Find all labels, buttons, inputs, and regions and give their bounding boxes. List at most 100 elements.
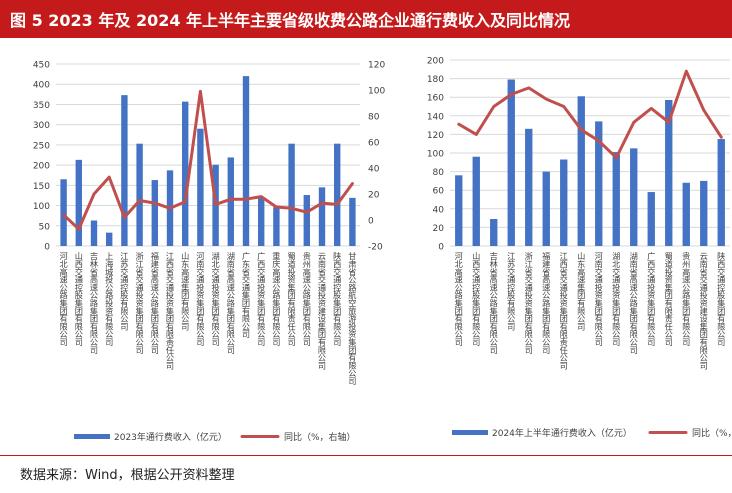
y2-tick-label: 60 [368,139,380,149]
x-category-label: 福建省高速公路集团有限公司 [541,252,551,354]
bar [560,159,568,246]
legend-swatch-bar [452,430,488,435]
y-tick-label: 160 [427,94,444,104]
x-category-label: 山东高速集团有限公司 [180,251,190,330]
y2-tick-label: 20 [368,191,380,201]
bar [682,182,690,246]
y2-tick-label: 0 [368,217,374,227]
y-tick-label: 20 [433,224,445,234]
x-category-label: 浙江省交通投资集团有限公司 [135,251,145,354]
data-source-note: 数据来源：Wind，根据公开资料整理 [20,468,235,483]
bar [630,148,638,246]
chart-2023-toll-revenue: 0 50 100 150 200 250 300 350 400 450 -20 0 20 40 60 80 1… [33,61,386,444]
yoy-line [62,89,354,231]
legend-label-bar: 2024年上半年通行费收入（亿元） [492,427,632,439]
y-tick-label: 150 [33,182,50,192]
y-tick-label: 60 [433,187,445,197]
y-tick-label: 400 [33,81,50,91]
figure-title: 图 5 2023 年及 2024 年上半年主要省级收费公路企业通行费收入及同比情… [10,11,571,30]
bar [106,232,113,246]
bar [60,179,67,246]
x-category-label: 广东省交通集团有限公司 [241,251,251,338]
bar [595,121,603,246]
x-category-label: 江苏交通控股有限公司 [119,252,129,330]
y-tick-label: 200 [33,162,50,172]
bar [665,99,673,246]
bar [490,219,498,246]
x-category-label: 河北高速公路集团有限公司 [59,251,69,346]
bar [136,143,143,246]
bar [318,187,326,246]
y-tick-label: 200 [427,57,444,67]
x-category-label: 广西交通投资集团有限公司 [646,251,656,346]
x-category-label: 江西省交通投资集团有限责任公司 [165,252,175,369]
bar [472,156,480,246]
x-category-label: 广西交通投资集团有限公司 [256,251,266,346]
x-category-label: 陕西交通控股集团有限公司 [332,251,342,346]
yoy-line [457,69,723,160]
bar [717,139,725,246]
y-tick-label: 80 [433,168,445,178]
x-category-label: 浙江省交通投资集团有限公司 [524,251,534,354]
bar [75,159,82,246]
bar [525,128,533,246]
bar [121,95,128,246]
x-category-label: 陕西交通控股集团有限公司 [716,251,726,346]
y-tick-label: 120 [427,131,444,141]
x-category-label: 山西交通控股集团有限公司 [74,251,84,346]
x-category-label: 湖南省高速公路集团有限公司 [226,252,236,354]
y-tick-label: 0 [438,243,444,253]
footer-divider [0,455,732,456]
x-category-label: 湖南省高速公路集团有限公司 [629,252,639,354]
bar [197,128,204,246]
y-tick-label: 300 [33,121,50,131]
y-tick-label: 350 [33,101,50,111]
x-category-label: 云南省交通投资建设集团有限公司 [699,252,709,369]
bar [700,180,708,246]
x-category-label: 河北高速公路集团有限公司 [454,251,464,346]
chart-2024h1-toll-revenue: 0 20 40 60 80 100 120 140 160 180 200 河北高速公路集团有限公司 山… [427,57,732,440]
y-tick-label: 100 [33,202,50,212]
bar [334,143,341,246]
bar [455,175,463,246]
x-category-label: 福建省高速公路集团有限公司 [150,252,160,354]
bar [507,79,515,246]
y-tick-label: 450 [33,61,50,71]
x-category-label: 贵州高速公路集团有限公司 [681,251,691,346]
x-category-label: 云南省交通投资建设集团有限公司 [317,252,327,369]
y-tick-label: 0 [44,243,50,253]
legend-swatch-bar [74,434,110,439]
x-category-label: 吉林省高速公路集团有限公司 [89,252,99,354]
bar [349,197,356,246]
bar [647,192,655,246]
y-tick-label: 140 [427,112,444,122]
legend-label-bar: 2023年通行费收入（亿元） [114,431,227,443]
x-category-label: 湖北交通投资集团有限公司 [611,252,621,346]
y-tick-label: 180 [427,75,444,85]
x-category-label: 江西省交通投资集团有限责任公司 [559,252,569,369]
y2-tick-label: 120 [368,61,385,71]
bar [151,180,158,246]
x-category-label: 蜀道投资集团有限责任公司 [287,252,297,346]
bar [90,220,98,246]
y2-tick-label: -20 [368,243,383,253]
bar [273,207,280,246]
bar [542,171,550,246]
y2-tick-label: 80 [368,113,380,123]
x-category-label: 江苏交通控股有限公司 [506,252,516,330]
y2-tick-label: 40 [368,165,380,175]
y-tick-label: 100 [427,150,444,160]
y-tick-label: 250 [33,141,50,151]
bar [612,152,620,246]
bar [227,157,234,246]
bar [182,101,189,246]
figure-title-bar: 图 5 2023 年及 2024 年上半年主要省级收费公路企业通行费收入及同比情… [0,0,732,38]
bar [303,195,310,246]
x-category-label: 山东高速集团有限公司 [576,251,586,330]
x-category-label: 上海城投公路投资有限公司 [104,252,114,346]
x-category-label: 重庆高速公路集团有限公司 [271,251,281,346]
bar [577,96,585,246]
bar [242,76,250,246]
y2-tick-label: 100 [368,87,385,97]
y-tick-label: 40 [433,205,445,215]
